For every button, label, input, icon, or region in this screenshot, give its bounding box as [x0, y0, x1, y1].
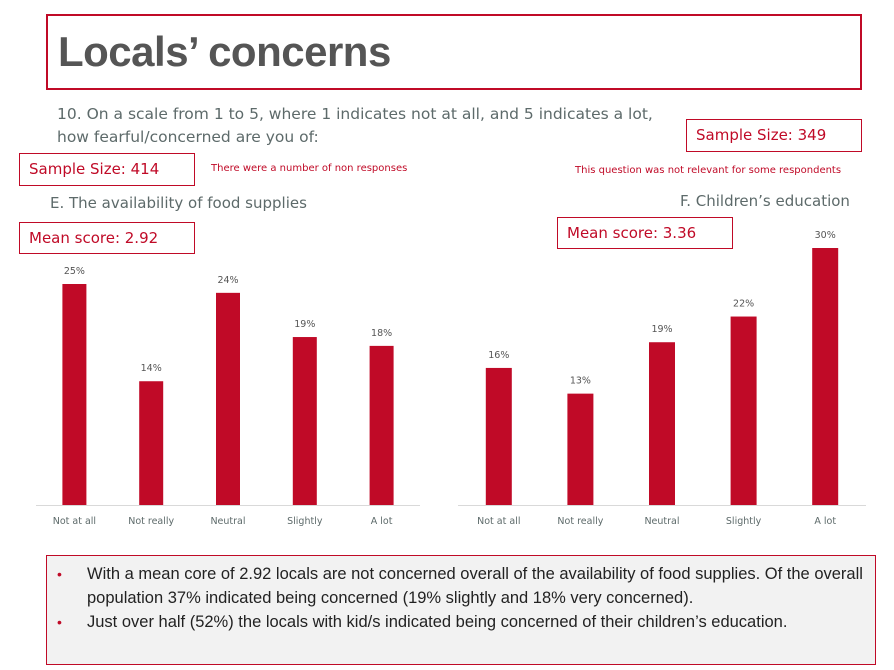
category-tick-label: Not at all	[53, 516, 96, 527]
right-mean-score-box: Mean score: 3.36	[557, 217, 733, 249]
category-tick-label: A lot	[371, 516, 393, 527]
data-label: 13%	[570, 376, 591, 387]
bar-neutral	[649, 342, 675, 505]
bar-neutral	[216, 292, 240, 505]
data-label: 30%	[815, 230, 836, 241]
category-tick-label: Neutral	[210, 516, 245, 527]
category-tick-label: Slightly	[726, 516, 762, 527]
page-title: Locals’ concerns	[58, 28, 391, 75]
category-tick-label: A lot	[814, 516, 836, 527]
data-label: 14%	[141, 363, 162, 374]
bar-a-lot	[812, 248, 839, 505]
data-label: 19%	[651, 324, 672, 335]
data-label: 22%	[733, 299, 754, 310]
bar-not-at-all	[62, 284, 87, 505]
question-line-1: 10. On a scale from 1 to 5, where 1 indi…	[57, 105, 653, 123]
data-label: 25%	[64, 266, 85, 277]
left-chart-subtitle: E. The availability of food supplies	[50, 194, 307, 212]
question-text: 10. On a scale from 1 to 5, where 1 indi…	[57, 103, 653, 149]
summary-box: • With a mean core of 2.92 locals are no…	[46, 555, 876, 665]
charts-svg: 25% Not at all 14% Not really 24% Neutral 19% S…	[36, 230, 866, 527]
left-note: There were a number of non responses	[211, 163, 408, 174]
category-tick-label: Slightly	[287, 516, 323, 527]
bar-not-really	[139, 381, 164, 505]
right-note: This question was not relevant for some …	[575, 165, 842, 176]
right-sample-size-box: Sample Size: 349	[686, 119, 862, 152]
bullet-icon: •	[57, 614, 62, 630]
summary-list: • With a mean core of 2.92 locals are no…	[55, 562, 865, 634]
data-label: 19%	[294, 319, 315, 330]
bar-a-lot	[369, 345, 394, 505]
left-sample-size-box: Sample Size: 414	[19, 153, 195, 186]
chart-childrens-education: 16% Not at all 13% Not really 19% Neutral 22% S…	[458, 230, 866, 527]
bar-slightly	[292, 337, 317, 505]
category-tick-label: Neutral	[644, 516, 679, 527]
right-chart-subtitle: F. Children’s education	[680, 192, 850, 210]
summary-text-2: Just over half (52%) the locals with kid…	[87, 613, 788, 631]
category-tick-label: Not really	[128, 516, 174, 527]
bar-not-really	[567, 393, 594, 505]
summary-bullet-2: • Just over half (52%) the locals with k…	[55, 610, 865, 634]
bullet-icon: •	[57, 566, 62, 582]
category-tick-label: Not at all	[477, 516, 520, 527]
data-label: 24%	[217, 275, 238, 286]
summary-text-1: With a mean core of 2.92 locals are not …	[87, 565, 863, 607]
title-box: Locals’ concerns	[46, 14, 862, 90]
question-line-2: how fearful/concerned are you of:	[57, 128, 319, 146]
summary-bullet-1: • With a mean core of 2.92 locals are no…	[55, 562, 865, 610]
bar-slightly	[730, 316, 757, 505]
chart-food-supplies: 25% Not at all 14% Not really 24% Neutral 19% S…	[36, 266, 420, 527]
data-label: 16%	[488, 350, 509, 361]
data-label: 18%	[371, 328, 392, 339]
left-mean-score-box: Mean score: 2.92	[19, 222, 195, 254]
category-tick-label: Not really	[557, 516, 603, 527]
bar-not-at-all	[485, 367, 512, 505]
